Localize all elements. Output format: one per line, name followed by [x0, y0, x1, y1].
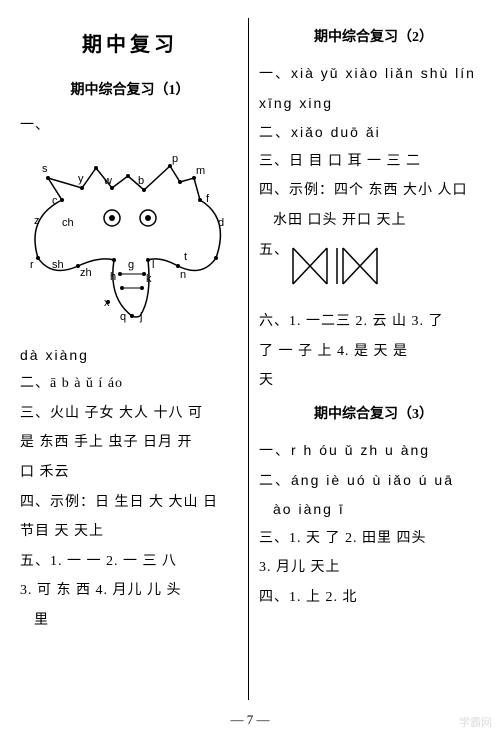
lbl-y: y: [78, 173, 84, 185]
s-line2: 二、áng iè uó ù iǎo ú uā: [259, 467, 488, 494]
s-line3: 三、1. 天 了 2. 田里 四头: [259, 526, 488, 553]
left-column: 期中复习 期中综合复习（1） 一、: [20, 18, 248, 700]
lbl-t: t: [184, 251, 187, 263]
page-number: — 7 —: [0, 712, 500, 728]
lbl-p: p: [172, 153, 178, 165]
lbl-zh: zh: [80, 267, 92, 279]
lbl-f: f: [206, 193, 210, 205]
main-title: 期中复习: [20, 28, 240, 57]
lbl-w: w: [103, 175, 112, 187]
sec1-marker: 一、: [20, 113, 240, 140]
elephant-diagram: s y w b p m f d t n l k g zh ch sh r: [20, 148, 240, 328]
left-line4: 四、示例：日 生日 大 大山 日: [20, 490, 240, 517]
lbl-r: r: [30, 259, 34, 271]
r-line6c: 天: [259, 368, 488, 395]
left-line5b: 3. 可 东 西 4. 月儿 儿 头: [20, 578, 240, 605]
lbl-c: c: [52, 195, 58, 207]
lbl-g: g: [128, 259, 134, 271]
left-line5: 五、1. 一 一 2. 一 三 八: [20, 549, 240, 576]
s-line1: 一、r h óu ǔ zh u àng: [259, 437, 488, 464]
left-line3b: 是 东西 手上 虫子 日月 开: [20, 430, 240, 457]
left-line4b: 节目 天 天上: [20, 519, 240, 546]
r-line6: 六、1. 一二三 2. 云 山 3. 了: [259, 309, 488, 336]
right-column: 期中综合复习（2） 一、xià yǔ xiào liǎn shù lín xīn…: [248, 18, 488, 700]
r5-marker: 五、: [259, 238, 289, 265]
lbl-sh: sh: [52, 259, 64, 271]
lbl-x: x: [104, 297, 110, 309]
s-line4: 四、1. 上 2. 北: [259, 585, 488, 612]
lbl-m: m: [196, 165, 205, 177]
left-line3: 三、火山 子女 大人 十八 可: [20, 401, 240, 428]
lbl-q: q: [120, 311, 126, 323]
section3-title: 期中综合复习（3）: [259, 403, 488, 423]
section2-title: 期中综合复习（2）: [259, 26, 488, 46]
lbl-z: z: [34, 215, 40, 227]
watermark: 学霸网: [459, 714, 492, 730]
r-line6b: 了 一 子 上 4. 是 天 是: [259, 339, 488, 366]
r-line4b: 水田 口头 开口 天上: [259, 208, 488, 235]
left-line3c: 口 禾云: [20, 460, 240, 487]
lbl-d: d: [218, 217, 224, 229]
s-line2b: ào iàng ī: [259, 496, 488, 523]
r-line1b: xīng xing: [259, 90, 488, 117]
cross-diagram: [289, 244, 399, 299]
lbl-b: b: [138, 175, 144, 187]
r-line3: 三、日 目 口 耳 一 三 二: [259, 149, 488, 176]
lbl-j: j: [139, 311, 142, 323]
r-line1: 一、xià yǔ xiào liǎn shù lín: [259, 60, 488, 87]
lbl-n: n: [180, 269, 186, 281]
s-line3b: 3. 月儿 天上: [259, 555, 488, 582]
left-line2: 二、ā b à ǔ í áo: [20, 371, 240, 398]
lbl-l: l: [152, 259, 154, 271]
lbl-h: h: [110, 271, 116, 283]
lbl-ch: ch: [62, 217, 74, 229]
section1-title: 期中综合复习（1）: [20, 79, 240, 99]
r-line2: 二、xiǎo duō ǎi: [259, 119, 488, 146]
r-line4: 四、示例：四个 东西 大小 人口: [259, 178, 488, 205]
left-line5c: 里: [20, 608, 240, 635]
elephant-svg: s y w b p m f d t n l k g zh ch sh r: [20, 148, 230, 323]
elephant-caption: dà xiàng: [20, 342, 240, 369]
lbl-s: s: [42, 163, 48, 175]
lbl-k: k: [146, 273, 152, 285]
